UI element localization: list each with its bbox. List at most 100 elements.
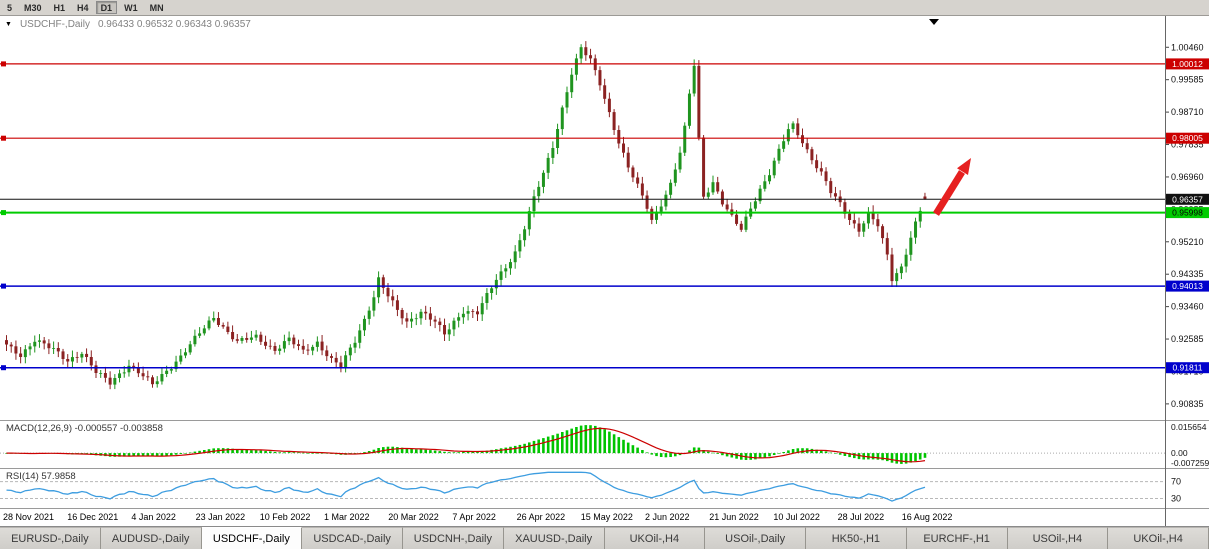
hline-handle[interactable] xyxy=(1,210,6,216)
hline-price-tag-label: 0.94013 xyxy=(1172,281,1203,291)
hline-handle[interactable] xyxy=(1,365,6,371)
candle-body xyxy=(344,355,348,368)
candle-body xyxy=(471,311,475,312)
candle-body xyxy=(532,196,536,212)
hline-handle[interactable] xyxy=(1,135,6,141)
x-axis-label: 23 Jan 2022 xyxy=(196,512,246,522)
candle-body xyxy=(800,135,804,144)
candle-body xyxy=(631,167,635,178)
tab-usoil-h4[interactable]: USOil-,H4 xyxy=(1007,527,1109,549)
candle-body xyxy=(348,347,352,356)
candle-body xyxy=(207,320,211,329)
candle-body xyxy=(659,206,663,212)
macd-histogram-bar xyxy=(909,453,913,463)
macd-histogram-bar xyxy=(636,447,639,454)
macd-histogram-bar xyxy=(400,447,404,454)
candle-body xyxy=(405,318,409,322)
candle-body xyxy=(438,321,442,325)
tab-usdchf-daily[interactable]: USDCHF-,Daily xyxy=(201,527,303,549)
candle-body xyxy=(890,254,894,282)
candle-body xyxy=(42,340,46,344)
candle-body xyxy=(14,346,18,354)
candle-body xyxy=(702,137,706,197)
macd-histogram-bar xyxy=(838,453,842,455)
tab-hk50-h1[interactable]: HK50-,H1 xyxy=(806,527,907,549)
candle-body xyxy=(669,182,673,195)
tab-eurusd-daily[interactable]: EURUSD-,Daily xyxy=(0,527,101,549)
candle-body xyxy=(885,238,889,255)
collapse-triangle-icon[interactable]: ▼ xyxy=(5,21,12,28)
macd-histogram-bar xyxy=(546,436,550,454)
trend-arrow-shaft[interactable] xyxy=(933,170,965,216)
macd-histogram-bar xyxy=(895,453,898,464)
candle-body xyxy=(306,349,310,351)
tf-button-m30[interactable]: M30 xyxy=(19,1,47,14)
tf-button-5[interactable]: 5 xyxy=(2,1,17,14)
tab-ukoil-h4[interactable]: UKOil-,H4 xyxy=(604,527,706,549)
candle-body xyxy=(193,335,197,345)
candle-body xyxy=(240,338,244,341)
candle-body xyxy=(94,365,98,373)
hline-price-tag xyxy=(1166,280,1209,292)
macd-histogram-bar xyxy=(659,453,663,457)
candle-body xyxy=(108,377,112,385)
candle-body xyxy=(146,376,150,378)
candle-body xyxy=(598,70,602,86)
candle-body xyxy=(410,318,414,322)
candle-body xyxy=(622,143,626,153)
macd-histogram-bar xyxy=(923,453,927,458)
candle-body xyxy=(183,352,187,356)
trend-arrow-head-icon[interactable] xyxy=(957,158,971,175)
macd-histogram-bar xyxy=(824,451,828,454)
candle-body xyxy=(155,381,159,385)
candle-body xyxy=(786,129,790,142)
hline-price-tag xyxy=(1166,193,1209,205)
macd-histogram-bar xyxy=(151,453,154,457)
tab-xauusd-daily[interactable]: XAUUSD-,Daily xyxy=(503,527,605,549)
candle-body xyxy=(735,214,739,224)
macd-histogram-bar xyxy=(711,452,715,454)
candle-body xyxy=(645,195,649,209)
candle-body xyxy=(772,160,776,176)
rsi-line xyxy=(6,471,926,502)
tf-button-h1[interactable]: H1 xyxy=(49,1,71,14)
price-axis-label: 1.00460 xyxy=(1171,42,1204,52)
candle-body xyxy=(52,348,56,349)
candle-body xyxy=(518,240,522,252)
hline-handle[interactable] xyxy=(1,283,6,289)
candle-body xyxy=(918,210,922,222)
tab-usoil-daily[interactable]: USOil-,Daily xyxy=(705,527,806,549)
macd-histogram-bar xyxy=(758,453,762,459)
chart-title: ▼ USDCHF-,Daily 0.96433 0.96532 0.96343 … xyxy=(5,19,251,30)
macd-histogram-bar xyxy=(612,434,616,454)
candle-body xyxy=(329,356,333,358)
candle-body xyxy=(315,341,319,347)
candle-body xyxy=(174,361,178,370)
candle-body xyxy=(791,123,795,129)
macd-histogram-bar xyxy=(273,451,277,454)
hline-handle[interactable] xyxy=(1,61,6,67)
macd-histogram-bar xyxy=(264,451,267,454)
macd-histogram-bar xyxy=(575,427,578,454)
rsi-indicator-label: RSI(14) 57.9858 xyxy=(6,471,76,482)
tf-button-d1[interactable]: D1 xyxy=(95,1,118,14)
candle-body xyxy=(278,348,282,351)
tf-button-mn[interactable]: MN xyxy=(145,1,169,14)
macd-histogram-bar xyxy=(297,452,300,454)
tab-usdcad-daily[interactable]: USDCAD-,Daily xyxy=(302,527,403,549)
macd-histogram-bar xyxy=(443,451,446,454)
chart-shift-marker-icon[interactable] xyxy=(929,19,939,25)
tab-ukoil-h4[interactable]: UKOil-,H4 xyxy=(1108,527,1209,549)
tab-eurchf-h1[interactable]: EURCHF-,H1 xyxy=(906,527,1008,549)
tf-button-h4[interactable]: H4 xyxy=(72,1,94,14)
tab-usdcnh-daily[interactable]: USDCNH-,Daily xyxy=(403,527,504,549)
tab-audusd-daily[interactable]: AUDUSD-,Daily xyxy=(100,527,202,549)
price-axis-label: 0.93460 xyxy=(1171,302,1204,312)
candle-body xyxy=(9,344,13,347)
candle-body xyxy=(480,303,484,315)
candle-body xyxy=(188,344,192,353)
macd-histogram-bar xyxy=(259,450,263,454)
macd-histogram-bar xyxy=(655,453,658,457)
price-axis-label: 0.94335 xyxy=(1171,269,1204,279)
tf-button-w1[interactable]: W1 xyxy=(119,1,143,14)
